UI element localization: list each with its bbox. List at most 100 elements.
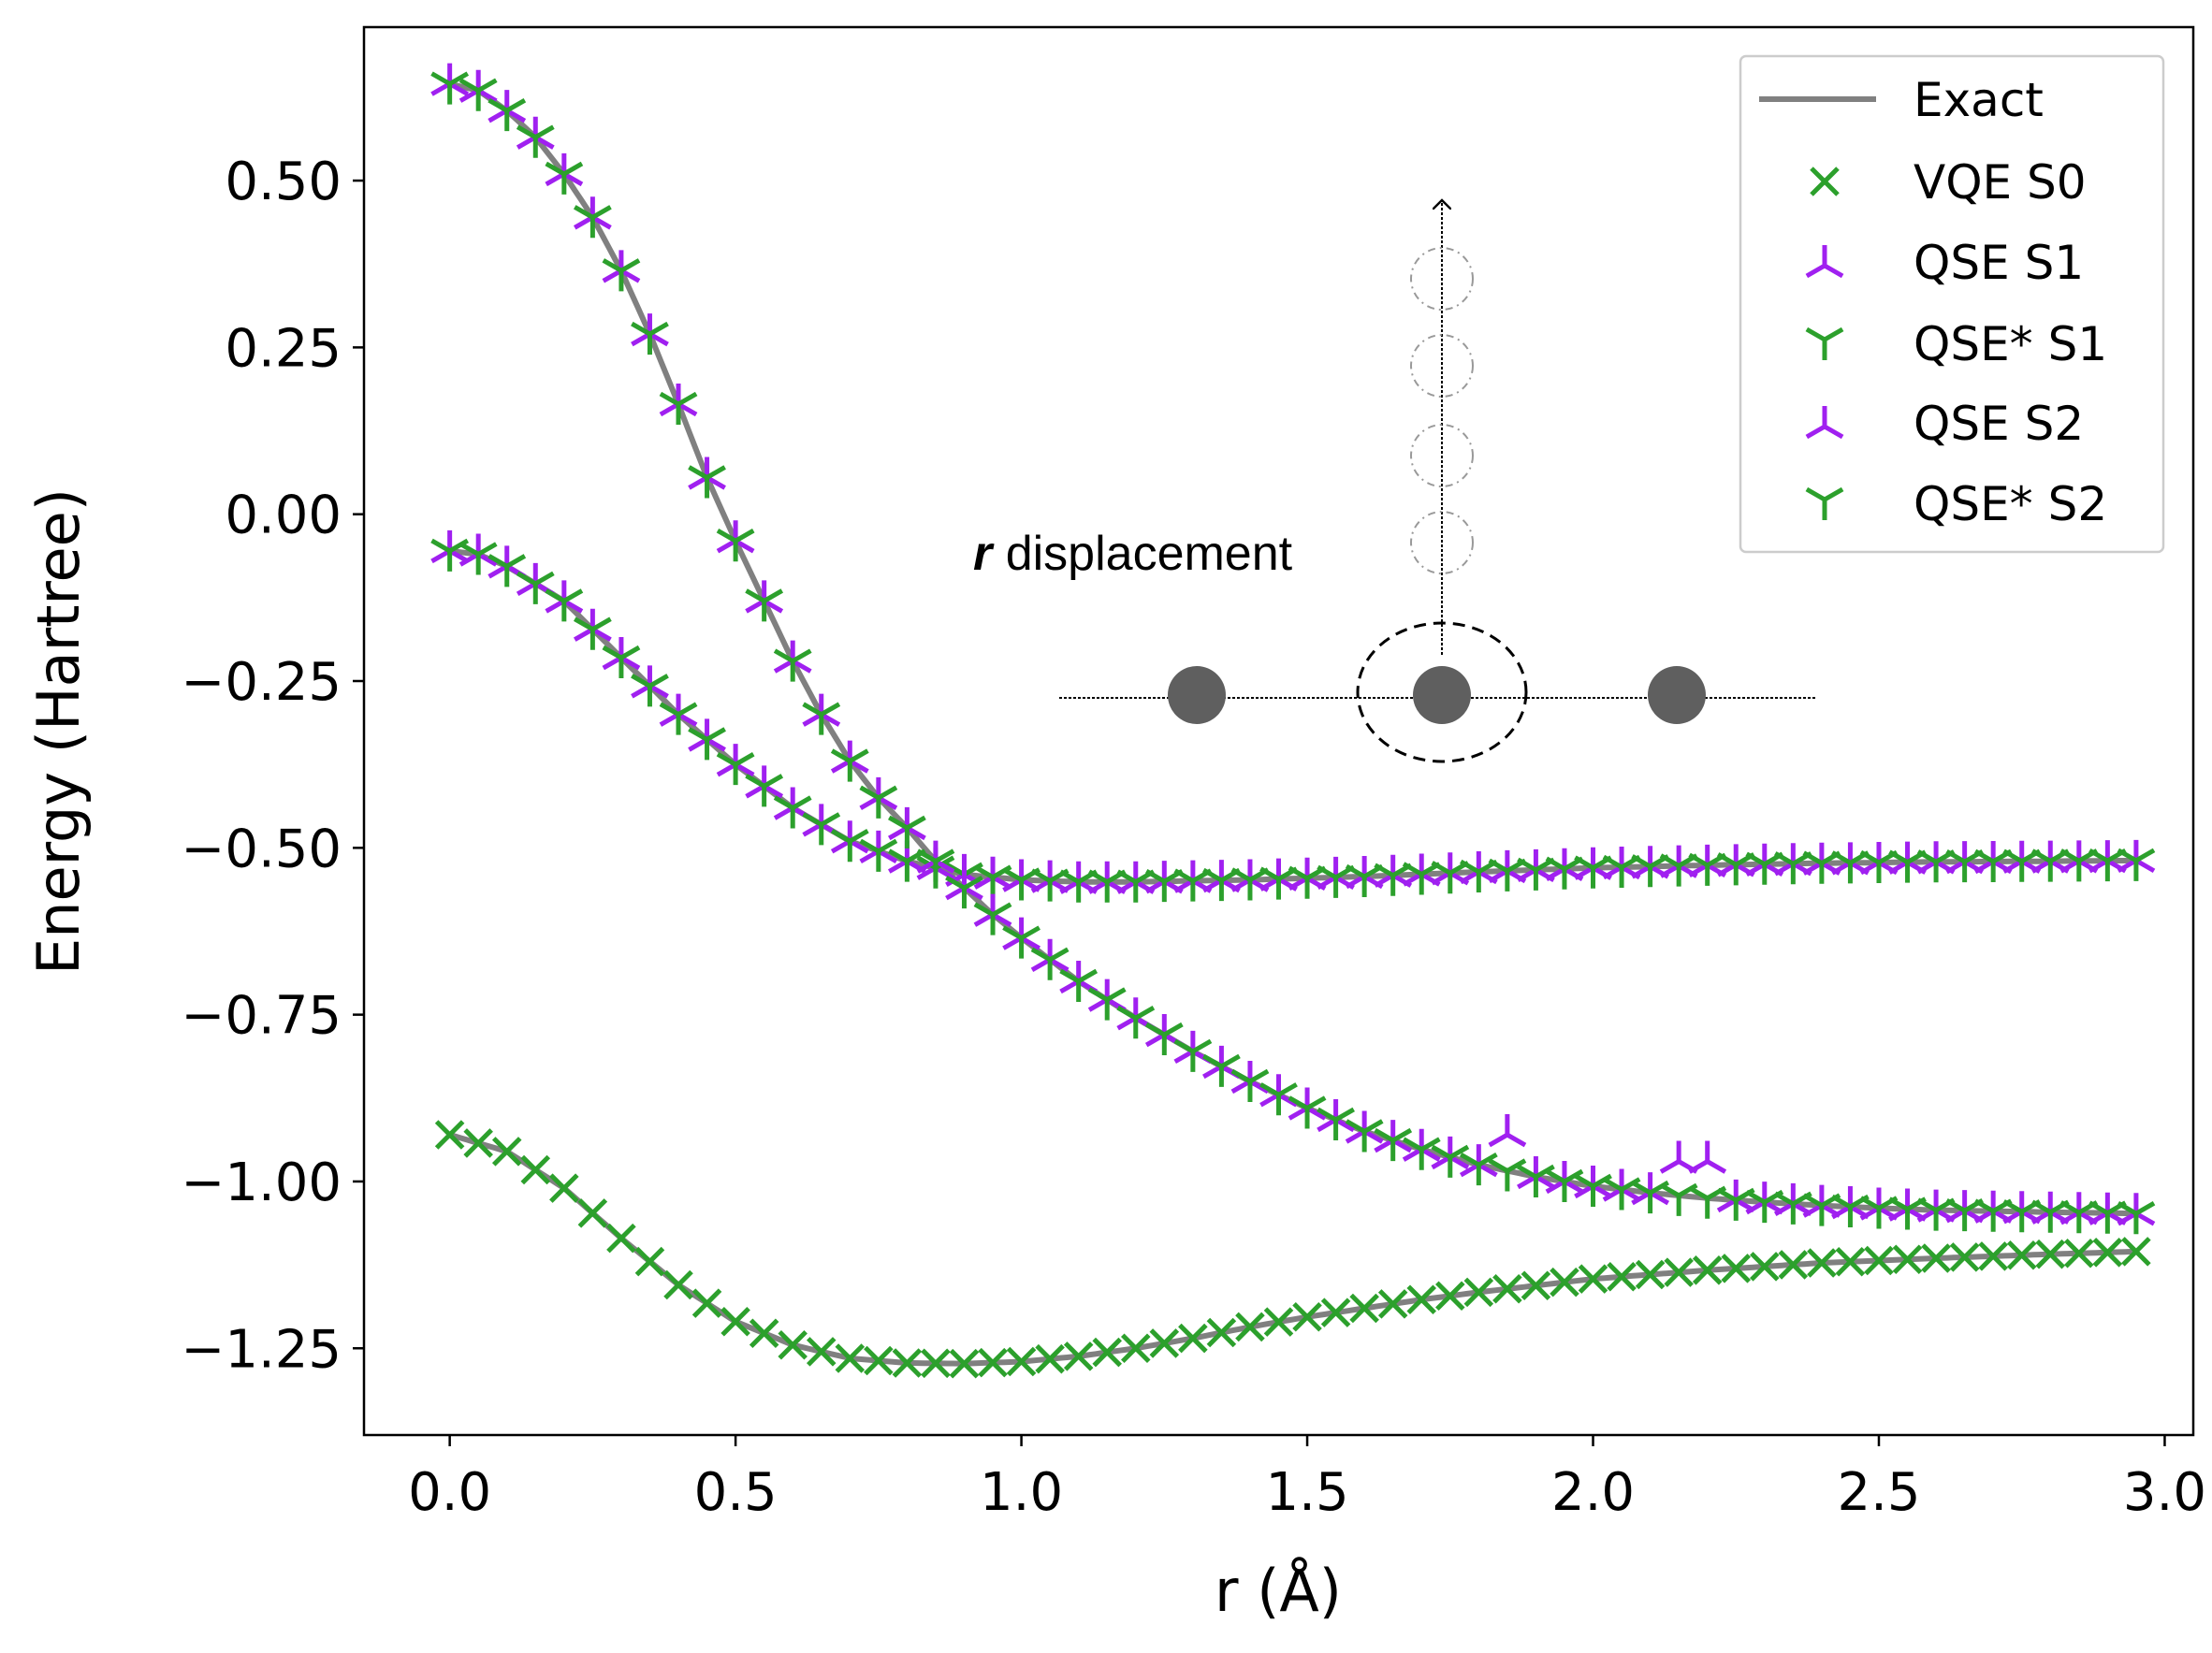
y-tick-label: 0.50 [225, 152, 342, 212]
vqe-s0-marker [691, 1288, 722, 1318]
qse-star-s1-marker [545, 588, 584, 622]
vqe-s0-marker [2064, 1238, 2094, 1269]
vqe-s0-marker [1978, 1241, 2008, 1271]
qse-s1-marker [859, 830, 898, 864]
vqe-s0-marker [1292, 1301, 1322, 1332]
vqe-s0-marker [491, 1137, 522, 1167]
vqe-s0-marker [1435, 1281, 1465, 1312]
qse-star-s2-marker [973, 902, 1012, 935]
inset-atom-center [1413, 666, 1471, 724]
x-tick-label: 3.0 [2123, 1462, 2206, 1523]
qse-s2-marker [1345, 1110, 1384, 1144]
inset-ghost-atom [1410, 334, 1474, 398]
qse-star-s1-marker [631, 674, 669, 707]
vqe-s0-marker [463, 1128, 493, 1158]
qse-star-s2-marker [430, 71, 470, 105]
vqe-s0-marker [778, 1329, 808, 1360]
qse-star-s2-marker [458, 78, 498, 111]
qse-star-s2-marker [888, 815, 926, 848]
qse-star-s2-marker [1230, 1068, 1270, 1102]
qse-s2-marker [516, 116, 555, 150]
vqe-s0-marker [1463, 1277, 1494, 1308]
x-tick-label: 2.5 [1837, 1462, 1920, 1523]
qse-s2-marker [830, 740, 869, 774]
legend-marker-tri-up [1805, 326, 1844, 360]
vqe-s0-marker [1178, 1323, 1208, 1354]
qse-star-s2-marker [1716, 1187, 1755, 1221]
vqe-s0-marker [892, 1348, 923, 1378]
vqe-s0-marker [1206, 1317, 1237, 1348]
qse-s2-marker [1488, 1114, 1527, 1148]
qse-star-s2-marker [1317, 1107, 1355, 1140]
vqe-s0-marker [2121, 1237, 2151, 1267]
x-tick-label: 1.5 [1266, 1462, 1349, 1523]
legend-marker-tri-down [1805, 245, 1844, 279]
vqe-s0-marker [1521, 1270, 1551, 1300]
plot-area [430, 63, 2156, 1379]
qse-s2-marker [1402, 1128, 1441, 1162]
legend-label: QSE S2 [1914, 397, 2084, 451]
vqe-s0-marker [1235, 1312, 1265, 1342]
qse-s1-marker [602, 637, 641, 671]
x-tick-label: 1.0 [980, 1462, 1063, 1523]
qse-s2-marker [1230, 1060, 1270, 1095]
qse-star-s2-marker [802, 702, 841, 735]
qse-s2-marker [545, 152, 584, 187]
y-tick-label: −1.00 [181, 1153, 342, 1213]
qse-star-s2-marker [1202, 1053, 1241, 1087]
legend-label: QSE* S1 [1914, 317, 2107, 371]
vqe-s0-marker [1349, 1293, 1379, 1324]
qse-star-s1-marker [2117, 848, 2156, 881]
vqe-s0-marker [1750, 1252, 1780, 1282]
x-axis-ticks: 0.0 0.5 1.0 1.5 2.0 2.5 3.0 [408, 1435, 2206, 1523]
inset-atom-left [1168, 666, 1226, 724]
legend-label: QSE S1 [1914, 236, 2084, 290]
qse-s2-marker [631, 313, 669, 347]
vqe-s0-marker [864, 1345, 894, 1376]
legend-label: VQE S0 [1914, 155, 2087, 210]
qse-star-s2-marker [1259, 1082, 1298, 1116]
qse-s2-marker [602, 250, 641, 283]
vqe-s0-marker [2006, 1240, 2037, 1270]
x-tick-label: 0.5 [694, 1462, 778, 1523]
legend-marker-tri-up [1805, 486, 1844, 520]
qse-s1-marker [631, 665, 669, 699]
qse-star-s2-marker [659, 391, 698, 425]
molecule-inset: r displacement [973, 200, 1815, 763]
qse-star-s2-marker [1431, 1144, 1470, 1178]
qse-s2-marker [1688, 1140, 1727, 1174]
qse-star-s1-marker [859, 838, 898, 872]
qse-star-s2-marker [516, 124, 555, 158]
legend-marker-x [1810, 167, 1840, 196]
legend-label: Exact [1914, 73, 2044, 127]
qse-star-s1-marker [430, 538, 470, 572]
qse-star-s1-marker [688, 727, 726, 761]
qse-star-s2-marker [916, 848, 955, 882]
qse-star-s2-marker [488, 97, 527, 132]
qse-star-s2-marker [1030, 947, 1070, 980]
qse-s2-marker [745, 580, 784, 614]
vqe-s0-marker [1635, 1259, 1666, 1290]
vqe-s0-marker [1121, 1333, 1151, 1364]
vqe-s0-marker [1263, 1307, 1294, 1337]
vqe-s0-marker [1778, 1250, 1809, 1280]
qse-star-s2-marker [716, 529, 755, 562]
qse-s1-marker [745, 765, 784, 799]
qse-star-s2-marker [1116, 1006, 1156, 1039]
vqe-s0-marker [2035, 1239, 2066, 1269]
qse-s2-marker [430, 63, 470, 96]
vqe-s0-marker [606, 1223, 636, 1254]
x-axis-label: r (Å) [1215, 1557, 1342, 1625]
qse-star-s1-marker [716, 751, 755, 786]
vqe-s0-marker [1721, 1254, 1752, 1283]
legend: Exact VQE S0 QSE S1 QSE* S1 QSE S2 QSE* S2 [1739, 54, 2165, 554]
legend-entries: Exact VQE S0 QSE S1 QSE* S1 QSE S2 QSE* S2 [1759, 73, 2107, 531]
vqe-s0-marker [1807, 1248, 1837, 1278]
vqe-s0-marker [1892, 1244, 1923, 1274]
qse-s2-marker [1459, 1144, 1498, 1178]
vqe-s0-marker [1406, 1284, 1436, 1314]
vqe-s0-marker [835, 1343, 866, 1373]
x-tick-label: 0.0 [408, 1462, 491, 1523]
vqe-s0-marker [1607, 1262, 1637, 1292]
